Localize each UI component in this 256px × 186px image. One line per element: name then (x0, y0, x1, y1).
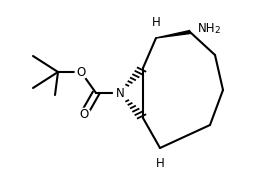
Text: NH: NH (198, 22, 215, 35)
Text: O: O (76, 65, 86, 78)
Text: O: O (79, 108, 89, 121)
Text: N: N (116, 86, 124, 100)
Text: 2: 2 (214, 26, 220, 35)
Polygon shape (156, 31, 190, 38)
Text: H: H (152, 16, 160, 29)
Text: H: H (156, 157, 164, 170)
